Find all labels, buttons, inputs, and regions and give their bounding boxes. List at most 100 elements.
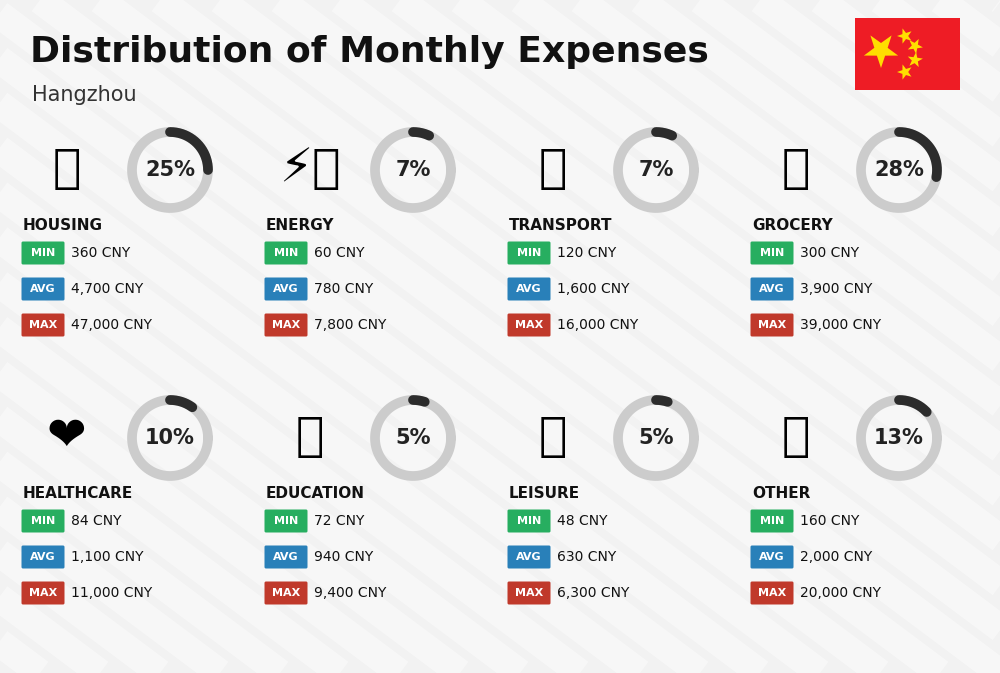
Text: MAX: MAX xyxy=(515,320,543,330)
Text: 3,900 CNY: 3,900 CNY xyxy=(800,282,872,296)
Text: MIN: MIN xyxy=(274,516,298,526)
FancyBboxPatch shape xyxy=(264,581,308,604)
Text: EDUCATION: EDUCATION xyxy=(266,487,365,501)
Text: 🛒: 🛒 xyxy=(782,147,810,192)
Text: MIN: MIN xyxy=(517,516,541,526)
FancyBboxPatch shape xyxy=(22,314,64,336)
Text: MIN: MIN xyxy=(760,516,784,526)
Text: AVG: AVG xyxy=(273,552,299,562)
Polygon shape xyxy=(864,36,898,68)
Polygon shape xyxy=(908,52,923,67)
FancyBboxPatch shape xyxy=(264,242,308,264)
Text: 940 CNY: 940 CNY xyxy=(314,550,373,564)
Text: MAX: MAX xyxy=(272,588,300,598)
Text: ⚡🏠: ⚡🏠 xyxy=(279,147,341,192)
Text: 7%: 7% xyxy=(638,160,674,180)
Text: 7%: 7% xyxy=(395,160,431,180)
Text: 11,000 CNY: 11,000 CNY xyxy=(71,586,152,600)
Polygon shape xyxy=(897,65,911,79)
Text: Hangzhou: Hangzhou xyxy=(32,85,137,105)
Text: 160 CNY: 160 CNY xyxy=(800,514,859,528)
Text: MAX: MAX xyxy=(29,320,57,330)
Text: 🏗️: 🏗️ xyxy=(53,147,81,192)
Text: 9,400 CNY: 9,400 CNY xyxy=(314,586,386,600)
Text: 39,000 CNY: 39,000 CNY xyxy=(800,318,881,332)
Text: AVG: AVG xyxy=(516,284,542,294)
Text: 5%: 5% xyxy=(395,428,431,448)
FancyBboxPatch shape xyxy=(508,277,550,301)
Text: 780 CNY: 780 CNY xyxy=(314,282,373,296)
FancyBboxPatch shape xyxy=(22,581,64,604)
Text: 630 CNY: 630 CNY xyxy=(557,550,616,564)
FancyBboxPatch shape xyxy=(750,277,794,301)
Text: 300 CNY: 300 CNY xyxy=(800,246,859,260)
FancyBboxPatch shape xyxy=(22,546,64,569)
Text: ENERGY: ENERGY xyxy=(266,219,334,234)
FancyBboxPatch shape xyxy=(264,546,308,569)
FancyBboxPatch shape xyxy=(750,581,794,604)
Text: 20,000 CNY: 20,000 CNY xyxy=(800,586,881,600)
Text: OTHER: OTHER xyxy=(752,487,810,501)
Text: MIN: MIN xyxy=(31,248,55,258)
FancyBboxPatch shape xyxy=(750,509,794,532)
Text: 84 CNY: 84 CNY xyxy=(71,514,122,528)
Text: 25%: 25% xyxy=(145,160,195,180)
Text: 28%: 28% xyxy=(874,160,924,180)
Text: MAX: MAX xyxy=(515,588,543,598)
Text: 1,600 CNY: 1,600 CNY xyxy=(557,282,630,296)
Text: 👛: 👛 xyxy=(782,415,810,460)
Text: 6,300 CNY: 6,300 CNY xyxy=(557,586,629,600)
Text: AVG: AVG xyxy=(273,284,299,294)
Text: 🛍️: 🛍️ xyxy=(539,415,567,460)
Text: 120 CNY: 120 CNY xyxy=(557,246,616,260)
FancyBboxPatch shape xyxy=(508,546,550,569)
Text: GROCERY: GROCERY xyxy=(752,219,833,234)
FancyBboxPatch shape xyxy=(264,509,308,532)
Text: MIN: MIN xyxy=(760,248,784,258)
Text: 2,000 CNY: 2,000 CNY xyxy=(800,550,872,564)
Text: 1,100 CNY: 1,100 CNY xyxy=(71,550,144,564)
Text: AVG: AVG xyxy=(30,552,56,562)
Text: HOUSING: HOUSING xyxy=(23,219,103,234)
Text: HEALTHCARE: HEALTHCARE xyxy=(23,487,133,501)
Text: ❤️: ❤️ xyxy=(47,415,87,460)
FancyBboxPatch shape xyxy=(750,242,794,264)
Text: MIN: MIN xyxy=(274,248,298,258)
Text: MAX: MAX xyxy=(758,320,786,330)
Text: TRANSPORT: TRANSPORT xyxy=(509,219,612,234)
FancyBboxPatch shape xyxy=(264,314,308,336)
Text: 72 CNY: 72 CNY xyxy=(314,514,364,528)
Polygon shape xyxy=(908,39,923,54)
Text: 🚌: 🚌 xyxy=(539,147,567,192)
Text: LEISURE: LEISURE xyxy=(509,487,580,501)
Text: AVG: AVG xyxy=(759,284,785,294)
FancyBboxPatch shape xyxy=(264,277,308,301)
FancyBboxPatch shape xyxy=(750,546,794,569)
Polygon shape xyxy=(897,28,911,44)
Text: 60 CNY: 60 CNY xyxy=(314,246,364,260)
FancyBboxPatch shape xyxy=(750,314,794,336)
Text: MAX: MAX xyxy=(272,320,300,330)
FancyBboxPatch shape xyxy=(508,314,550,336)
Text: AVG: AVG xyxy=(759,552,785,562)
Text: 4,700 CNY: 4,700 CNY xyxy=(71,282,143,296)
Text: 360 CNY: 360 CNY xyxy=(71,246,130,260)
Text: MAX: MAX xyxy=(758,588,786,598)
FancyBboxPatch shape xyxy=(22,277,64,301)
Text: AVG: AVG xyxy=(30,284,56,294)
Text: 10%: 10% xyxy=(145,428,195,448)
Text: 🎓: 🎓 xyxy=(296,415,324,460)
Text: 47,000 CNY: 47,000 CNY xyxy=(71,318,152,332)
Text: MIN: MIN xyxy=(31,516,55,526)
Text: 7,800 CNY: 7,800 CNY xyxy=(314,318,386,332)
Text: 5%: 5% xyxy=(638,428,674,448)
FancyBboxPatch shape xyxy=(508,581,550,604)
Text: 16,000 CNY: 16,000 CNY xyxy=(557,318,638,332)
Text: MIN: MIN xyxy=(517,248,541,258)
FancyBboxPatch shape xyxy=(855,18,960,90)
Text: 13%: 13% xyxy=(874,428,924,448)
Text: AVG: AVG xyxy=(516,552,542,562)
FancyBboxPatch shape xyxy=(508,242,550,264)
Text: 48 CNY: 48 CNY xyxy=(557,514,608,528)
Text: Distribution of Monthly Expenses: Distribution of Monthly Expenses xyxy=(30,35,709,69)
